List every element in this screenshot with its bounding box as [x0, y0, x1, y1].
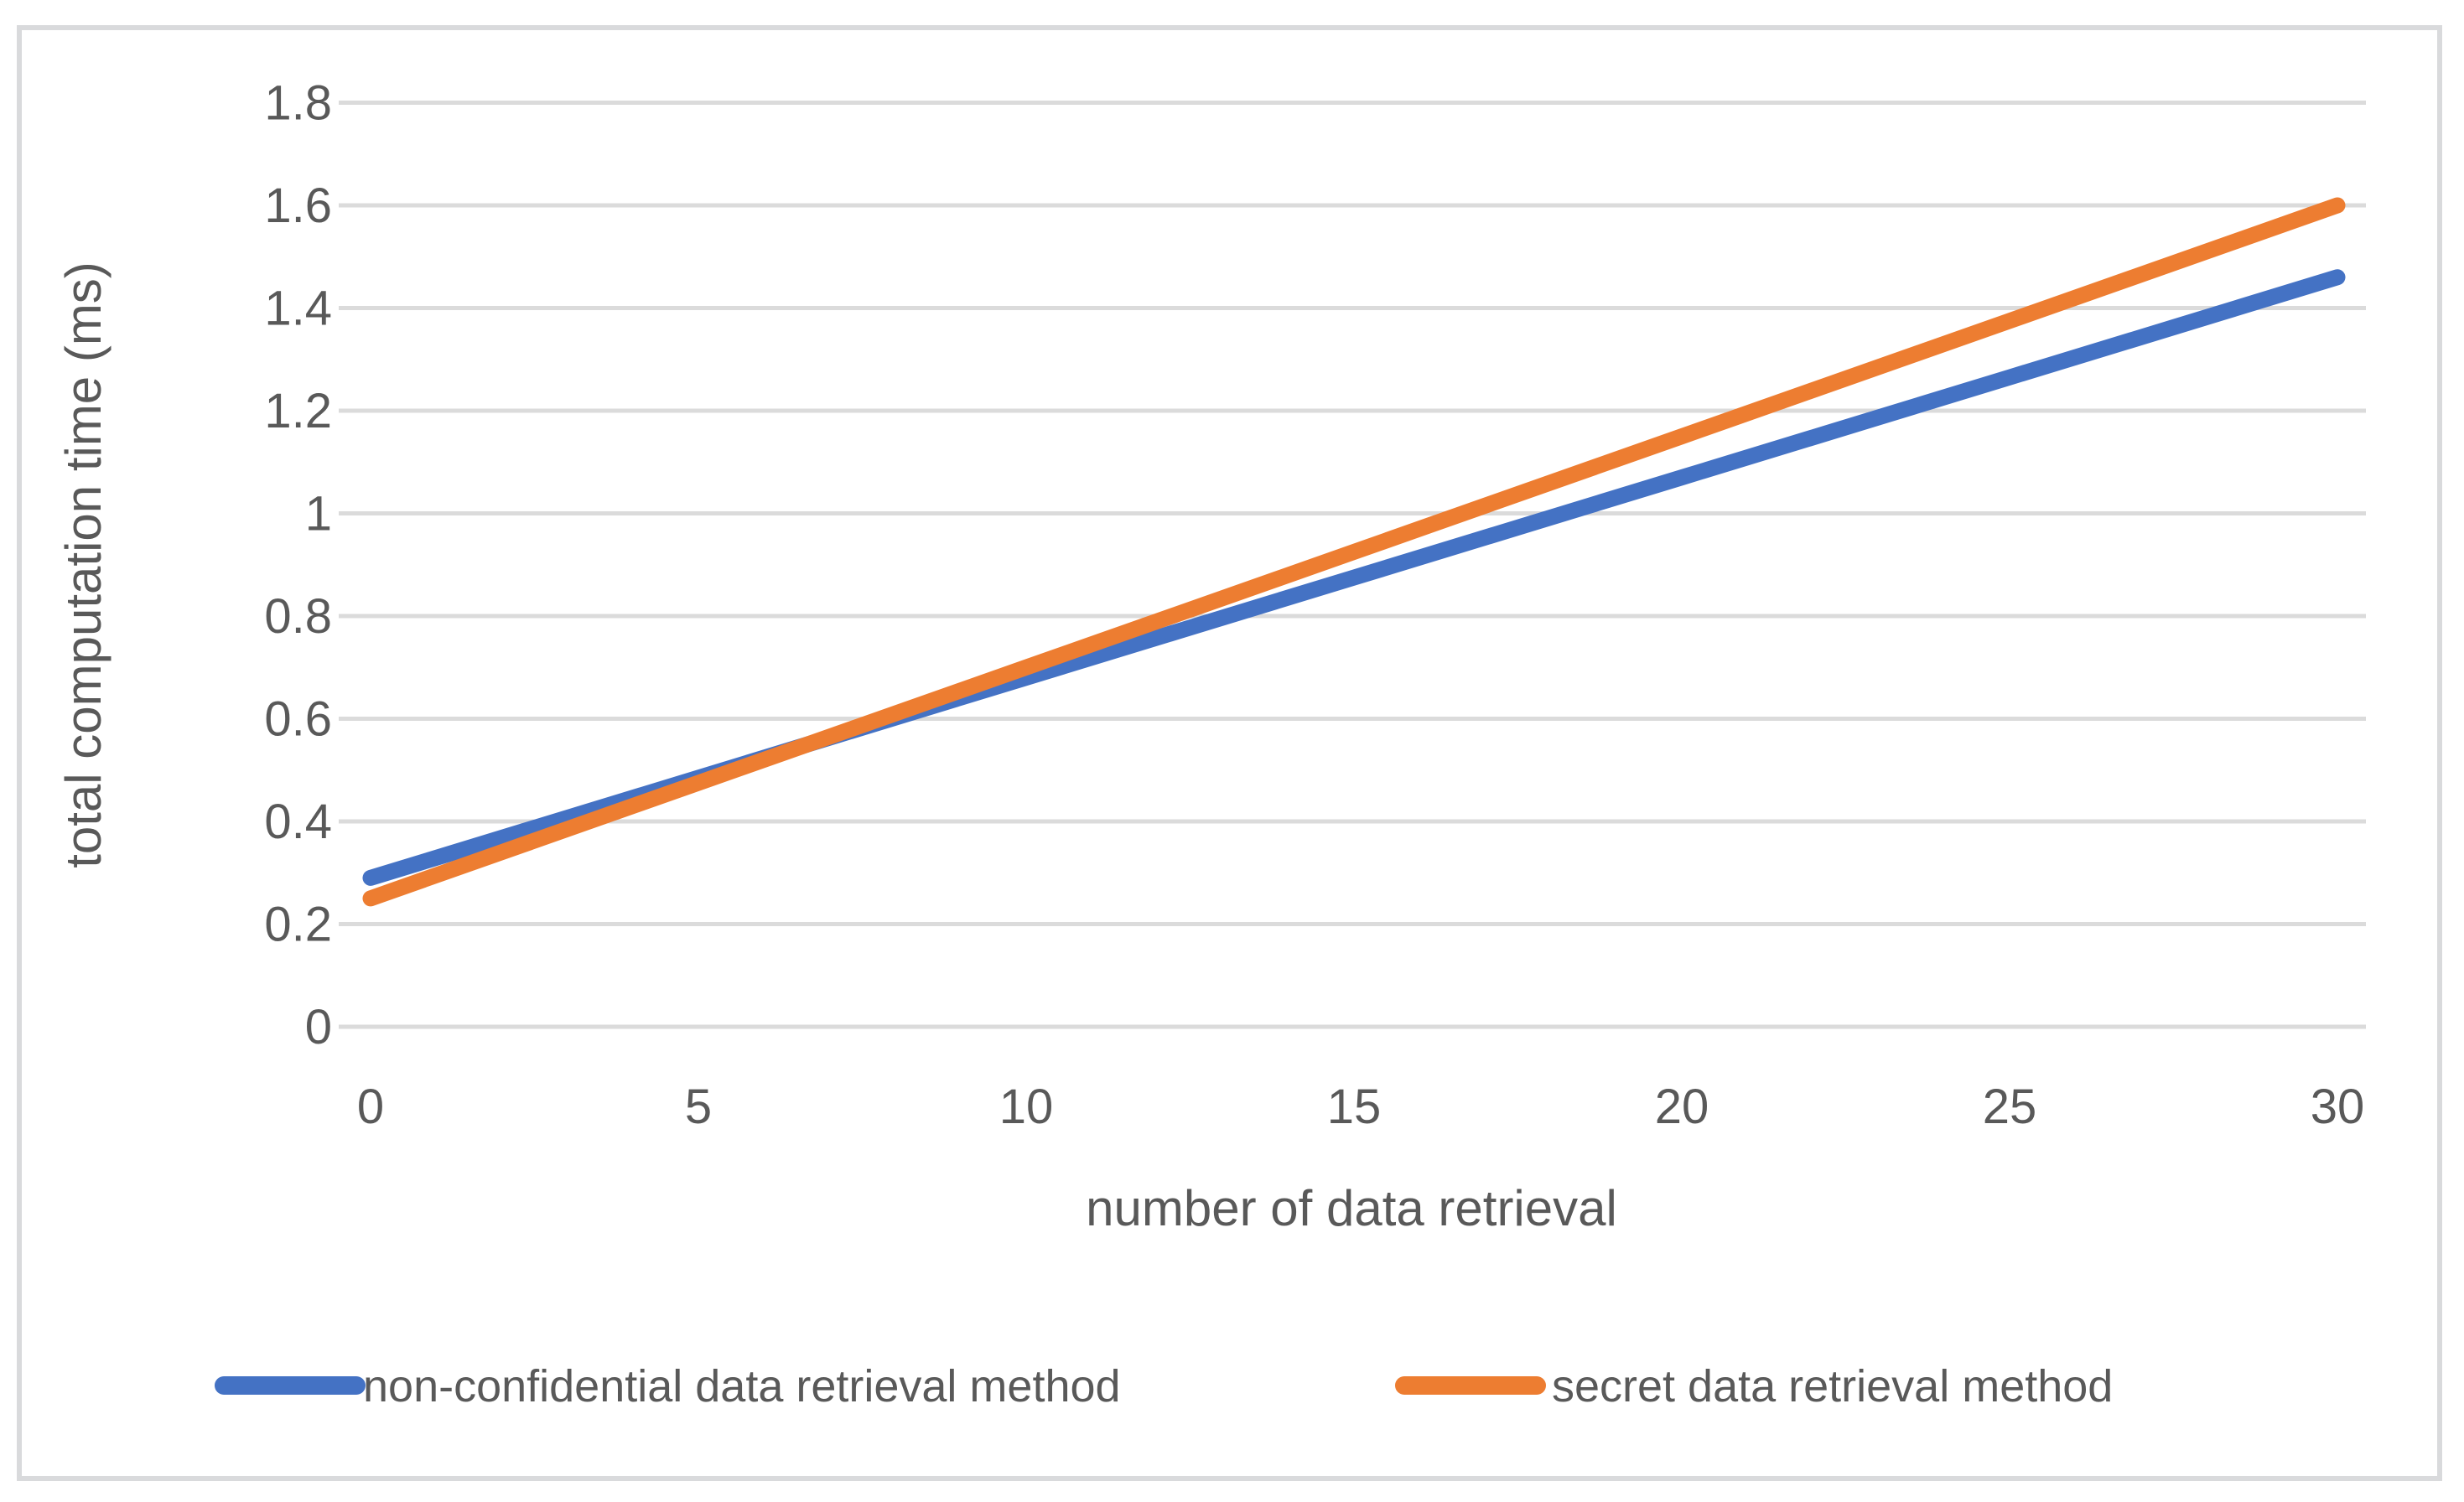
y-tick-label: 1.8	[264, 76, 332, 131]
gridlines	[339, 101, 2366, 1029]
y-tick-label: 0	[305, 1000, 332, 1054]
x-tick-label: 10	[999, 1080, 1054, 1134]
legend-label-non-confidential: non-confidential data retrieval method	[363, 1361, 1121, 1411]
x-tick-label: 5	[685, 1080, 712, 1134]
legend-item-secret: secret data retrieval method	[1395, 1361, 2113, 1411]
y-axis-tick-labels: 0 0.2 0.4 0.6 0.8 1 1.2 1.4 1.6 1.8	[264, 76, 332, 1055]
legend-label-secret: secret data retrieval method	[1552, 1361, 2113, 1411]
legend: non-confidential data retrieval method s…	[215, 1361, 2113, 1411]
y-tick-label: 1.2	[264, 384, 332, 438]
x-tick-label: 15	[1327, 1080, 1382, 1134]
legend-item-non-confidential: non-confidential data retrieval method	[215, 1361, 1121, 1411]
x-axis-title: number of data retrieval	[1086, 1180, 1617, 1236]
x-tick-label: 0	[357, 1080, 384, 1134]
chart-border	[17, 25, 2442, 1481]
x-tick-label: 20	[1655, 1080, 1709, 1134]
y-tick-label: 0.4	[264, 795, 332, 849]
y-tick-label: 1.6	[264, 179, 332, 233]
x-tick-label: 25	[1983, 1080, 2037, 1134]
y-tick-label: 0.6	[264, 692, 332, 747]
series-line-1	[362, 197, 2346, 907]
y-tick-label: 1.4	[264, 282, 332, 336]
y-axis-title: total computation time (ms)	[55, 262, 112, 868]
x-tick-label: 30	[2311, 1080, 2365, 1134]
series-lines	[362, 197, 2346, 907]
x-axis-tick-labels: 0 5 10 15 20 25 30	[357, 1080, 2364, 1134]
y-tick-label: 0.2	[264, 898, 332, 952]
y-tick-label: 1	[305, 487, 332, 541]
y-tick-label: 0.8	[264, 589, 332, 644]
